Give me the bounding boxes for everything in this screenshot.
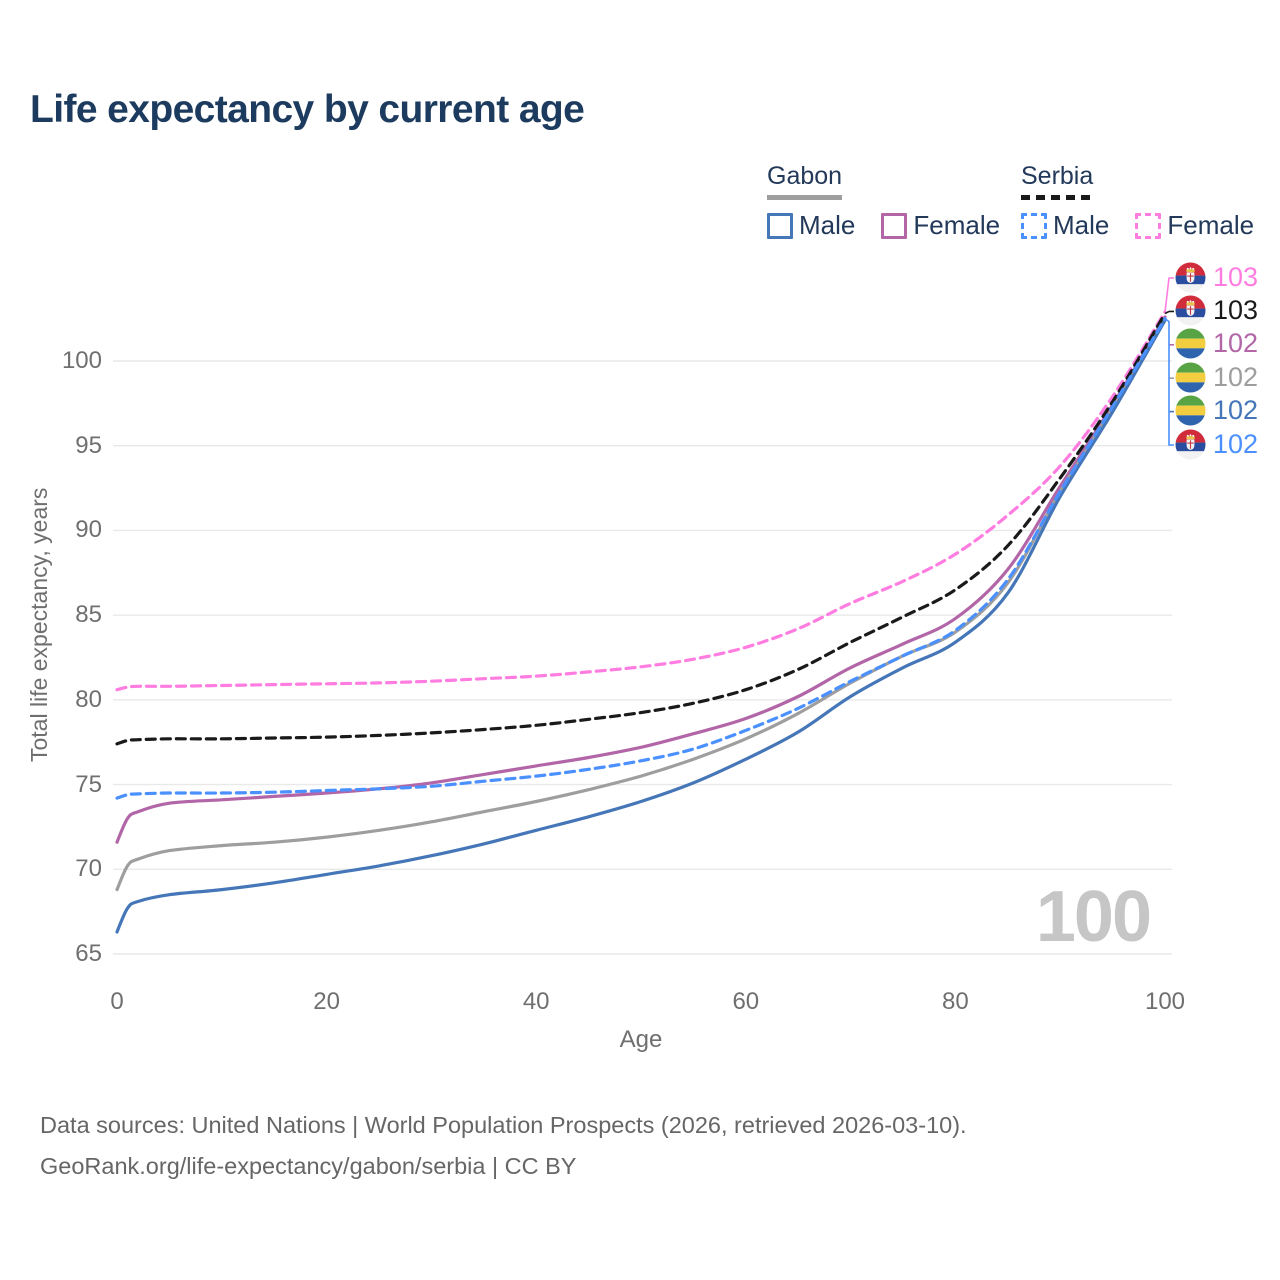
x-tick-60: 60 xyxy=(732,988,760,1015)
legend-line-sample-serbia xyxy=(1021,195,1094,200)
x-tick-0: 0 xyxy=(110,988,124,1015)
legend-label-gabon-female[interactable]: Female xyxy=(913,210,1001,240)
attribution-line: GeoRank.org/life-expectancy/gabon/serbia… xyxy=(40,1153,577,1179)
y-tick-95: 95 xyxy=(75,431,102,459)
line-serbia-both-sexes xyxy=(115,312,1167,746)
y-tick-65: 65 xyxy=(75,940,102,967)
line-serbia-male xyxy=(115,317,1167,800)
serbia-flag-icon xyxy=(1175,429,1206,460)
legend-line-sample-gabon xyxy=(767,195,843,200)
legend-swatch-gabon-female[interactable] xyxy=(881,212,908,239)
legend-country-gabon[interactable]: Gabon xyxy=(767,162,843,190)
line-gabon-female xyxy=(115,315,1167,844)
x-tick-100: 100 xyxy=(1144,988,1186,1015)
line-gabon-both-sexes xyxy=(115,317,1167,892)
x-tick-20: 20 xyxy=(313,988,340,1015)
end-label-gabon-female: 102 xyxy=(1175,328,1258,359)
data-sources-line: Data sources: United Nations | World Pop… xyxy=(40,1112,967,1138)
line-serbia-female xyxy=(115,310,1167,692)
leader-serbia-both-sexes xyxy=(1164,310,1174,315)
gabon-flag-icon xyxy=(1175,395,1206,426)
age-watermark: 100 xyxy=(1035,877,1152,957)
end-label-value: 102 xyxy=(1213,395,1259,426)
y-tick-90: 90 xyxy=(75,516,102,544)
legend-label-serbia-male[interactable]: Male xyxy=(1053,210,1110,240)
legend-label-serbia-female[interactable]: Female xyxy=(1167,210,1255,240)
leader-serbia-male xyxy=(1164,317,1174,446)
end-label-gabon-both-sexes: 102 xyxy=(1175,361,1259,393)
x-axis-title: Age xyxy=(619,1026,663,1053)
line-gabon-male xyxy=(115,318,1167,934)
end-label-value: 103 xyxy=(1213,261,1259,292)
gabon-flag-icon xyxy=(1175,328,1206,359)
y-tick-75: 75 xyxy=(75,770,102,798)
y-tick-70: 70 xyxy=(75,855,102,883)
end-label-value: 102 xyxy=(1213,328,1259,359)
end-label-serbia-both-sexes: 103 xyxy=(1175,294,1259,326)
serbia-flag-icon xyxy=(1175,262,1206,293)
legend-label-gabon-male[interactable]: Male xyxy=(799,210,856,240)
x-tick-40: 40 xyxy=(522,988,550,1015)
legend-group-gabon: Gabon Male Female xyxy=(767,162,1000,241)
y-tick-80: 80 xyxy=(75,685,102,713)
legend-country-serbia[interactable]: Serbia xyxy=(1021,162,1094,190)
chart-footer: Data sources: United Nations | World Pop… xyxy=(40,1105,967,1187)
legend-group-serbia: Serbia Male Female xyxy=(1021,162,1254,241)
serbia-flag-icon xyxy=(1175,295,1206,326)
y-tick-100: 100 xyxy=(61,346,102,374)
end-label-gabon-male: 102 xyxy=(1175,395,1258,426)
end-label-serbia-female: 103 xyxy=(1175,261,1259,293)
legend-swatch-serbia-female[interactable] xyxy=(1135,212,1162,239)
end-label-value: 102 xyxy=(1213,361,1259,392)
x-tick-80: 80 xyxy=(942,988,969,1015)
legend-swatch-gabon-male[interactable] xyxy=(767,212,793,239)
end-label-value: 102 xyxy=(1213,428,1259,459)
legend-swatch-serbia-male[interactable] xyxy=(1021,212,1047,239)
leader-serbia-female xyxy=(1164,277,1174,312)
end-label-serbia-male: 102 xyxy=(1175,428,1259,460)
end-label-value: 103 xyxy=(1213,294,1259,325)
gabon-flag-icon xyxy=(1175,362,1206,393)
y-tick-85: 85 xyxy=(75,601,102,629)
page-title: Life expectancy by current age xyxy=(30,88,585,131)
